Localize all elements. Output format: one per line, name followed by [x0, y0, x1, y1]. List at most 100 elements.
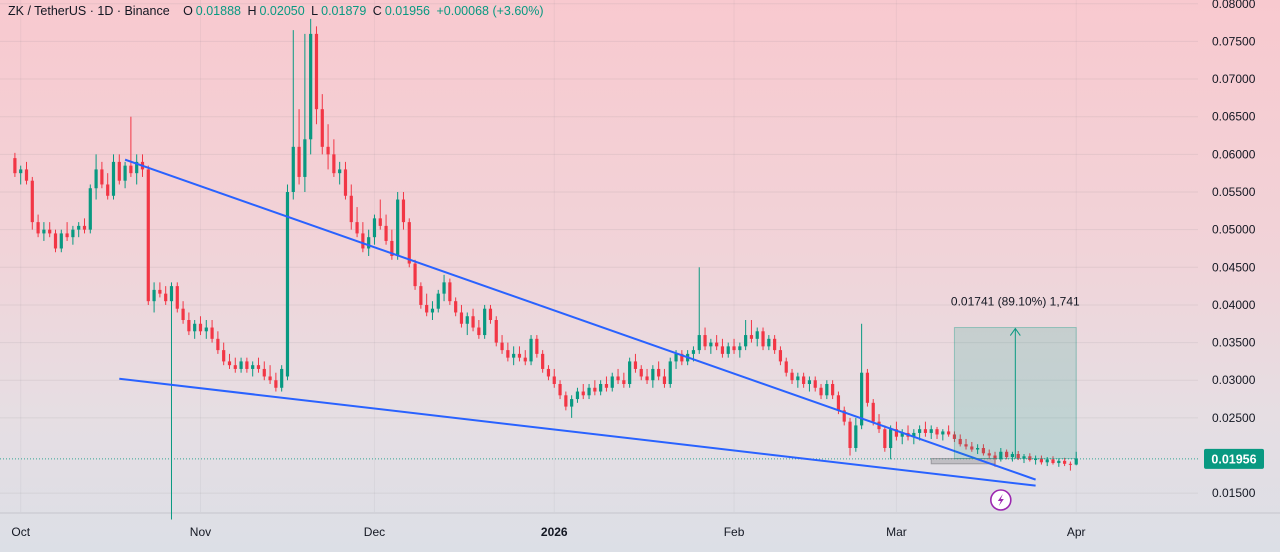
candle-body [343, 169, 348, 196]
candle-body [494, 320, 498, 343]
candle-body [135, 161, 139, 174]
candle-body [610, 376, 614, 388]
candle-body [332, 154, 336, 174]
candle-body [546, 368, 551, 377]
x-tick-label: 2026 [541, 525, 568, 539]
trendline [124, 158, 1036, 481]
candle-body [471, 316, 475, 328]
high-label: H [247, 4, 257, 18]
candle-body [274, 380, 278, 388]
x-tick-label: Oct [11, 525, 30, 539]
candle-body [912, 432, 916, 437]
candle-body [430, 308, 435, 313]
candle-body [106, 184, 110, 196]
candle-body [680, 353, 684, 362]
x-tick-label: Dec [364, 525, 385, 539]
candle-body [865, 372, 870, 403]
candle-body [338, 169, 342, 174]
candle-body [813, 380, 817, 388]
candle-body [1028, 456, 1032, 461]
candle-body [1045, 459, 1049, 463]
candle-body [807, 380, 812, 384]
candle-body [262, 368, 266, 377]
y-tick-label: 0.05500 [1212, 185, 1256, 199]
candle-body [703, 335, 707, 347]
candle-body [88, 188, 92, 230]
candle-body [53, 233, 58, 249]
candle-body [918, 429, 922, 433]
candle-body [187, 320, 191, 332]
candle-body [48, 229, 52, 234]
candle-body [59, 233, 63, 249]
candle-body [709, 342, 713, 347]
candle-body [570, 399, 574, 407]
candle-body [720, 346, 725, 354]
candle-body [825, 384, 829, 396]
candle-body [1022, 456, 1026, 459]
candle-body [425, 304, 429, 313]
candle-body [210, 327, 214, 339]
x-tick-label: Nov [190, 525, 211, 539]
candle-body [883, 429, 887, 448]
candle-body [256, 365, 261, 369]
candle-body [581, 391, 585, 396]
candle-body [773, 338, 777, 351]
candle-body [831, 384, 835, 396]
candle-body [164, 293, 168, 302]
candle-body [935, 429, 939, 435]
candle-body [952, 434, 957, 439]
candle-body [790, 372, 794, 381]
y-tick-label: 0.01500 [1212, 486, 1256, 500]
candle-body [36, 222, 40, 234]
candle-body [929, 429, 933, 433]
candle-body [1005, 451, 1009, 458]
candle-body [477, 327, 481, 336]
candle-body [407, 222, 411, 264]
candle-body [30, 180, 34, 223]
candle-body [297, 146, 301, 177]
candle-body [1068, 463, 1073, 465]
candle-body [981, 448, 986, 454]
candle-body [744, 335, 748, 347]
x-tick-label: Feb [724, 525, 745, 539]
candle-body [280, 368, 284, 388]
candle-body [633, 361, 638, 369]
candle-body [854, 425, 858, 448]
candle-body [181, 308, 185, 320]
candle-body [860, 372, 864, 426]
close-label: C [372, 4, 382, 18]
candle-body [999, 451, 1003, 460]
candle-body [668, 361, 672, 384]
candle-body [372, 218, 377, 238]
candle-body [535, 338, 539, 354]
y-tick-label: 0.03500 [1212, 336, 1256, 350]
candle-body [715, 342, 719, 347]
candle-body [222, 350, 226, 362]
open-label: O [183, 4, 193, 18]
candle-body [361, 233, 365, 249]
candle-body [778, 350, 783, 362]
candle-body [65, 233, 69, 238]
candle-body [193, 323, 197, 332]
candle-body [100, 169, 104, 185]
candle-body [506, 350, 510, 358]
candle-body [1039, 458, 1044, 463]
candle-body [622, 380, 626, 384]
candle-body [326, 146, 330, 155]
trendline [119, 377, 1036, 487]
candle-body [314, 33, 319, 110]
candle-body [523, 357, 527, 362]
y-tick-label: 0.02500 [1212, 411, 1256, 425]
candle-body [303, 139, 307, 177]
candle-body [697, 335, 701, 351]
candle-body [947, 431, 951, 435]
candle-body [216, 338, 220, 351]
change-value: +0.00068 (+3.60%) [436, 4, 544, 18]
candle-body [1016, 454, 1020, 459]
candle-body [448, 282, 452, 302]
candle-body [158, 289, 162, 294]
candle-body [175, 286, 179, 309]
candle-body [465, 316, 469, 324]
